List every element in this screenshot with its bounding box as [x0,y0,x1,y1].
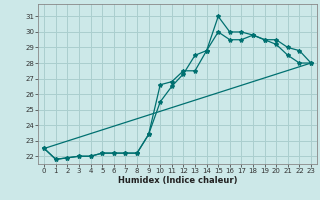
X-axis label: Humidex (Indice chaleur): Humidex (Indice chaleur) [118,176,237,185]
